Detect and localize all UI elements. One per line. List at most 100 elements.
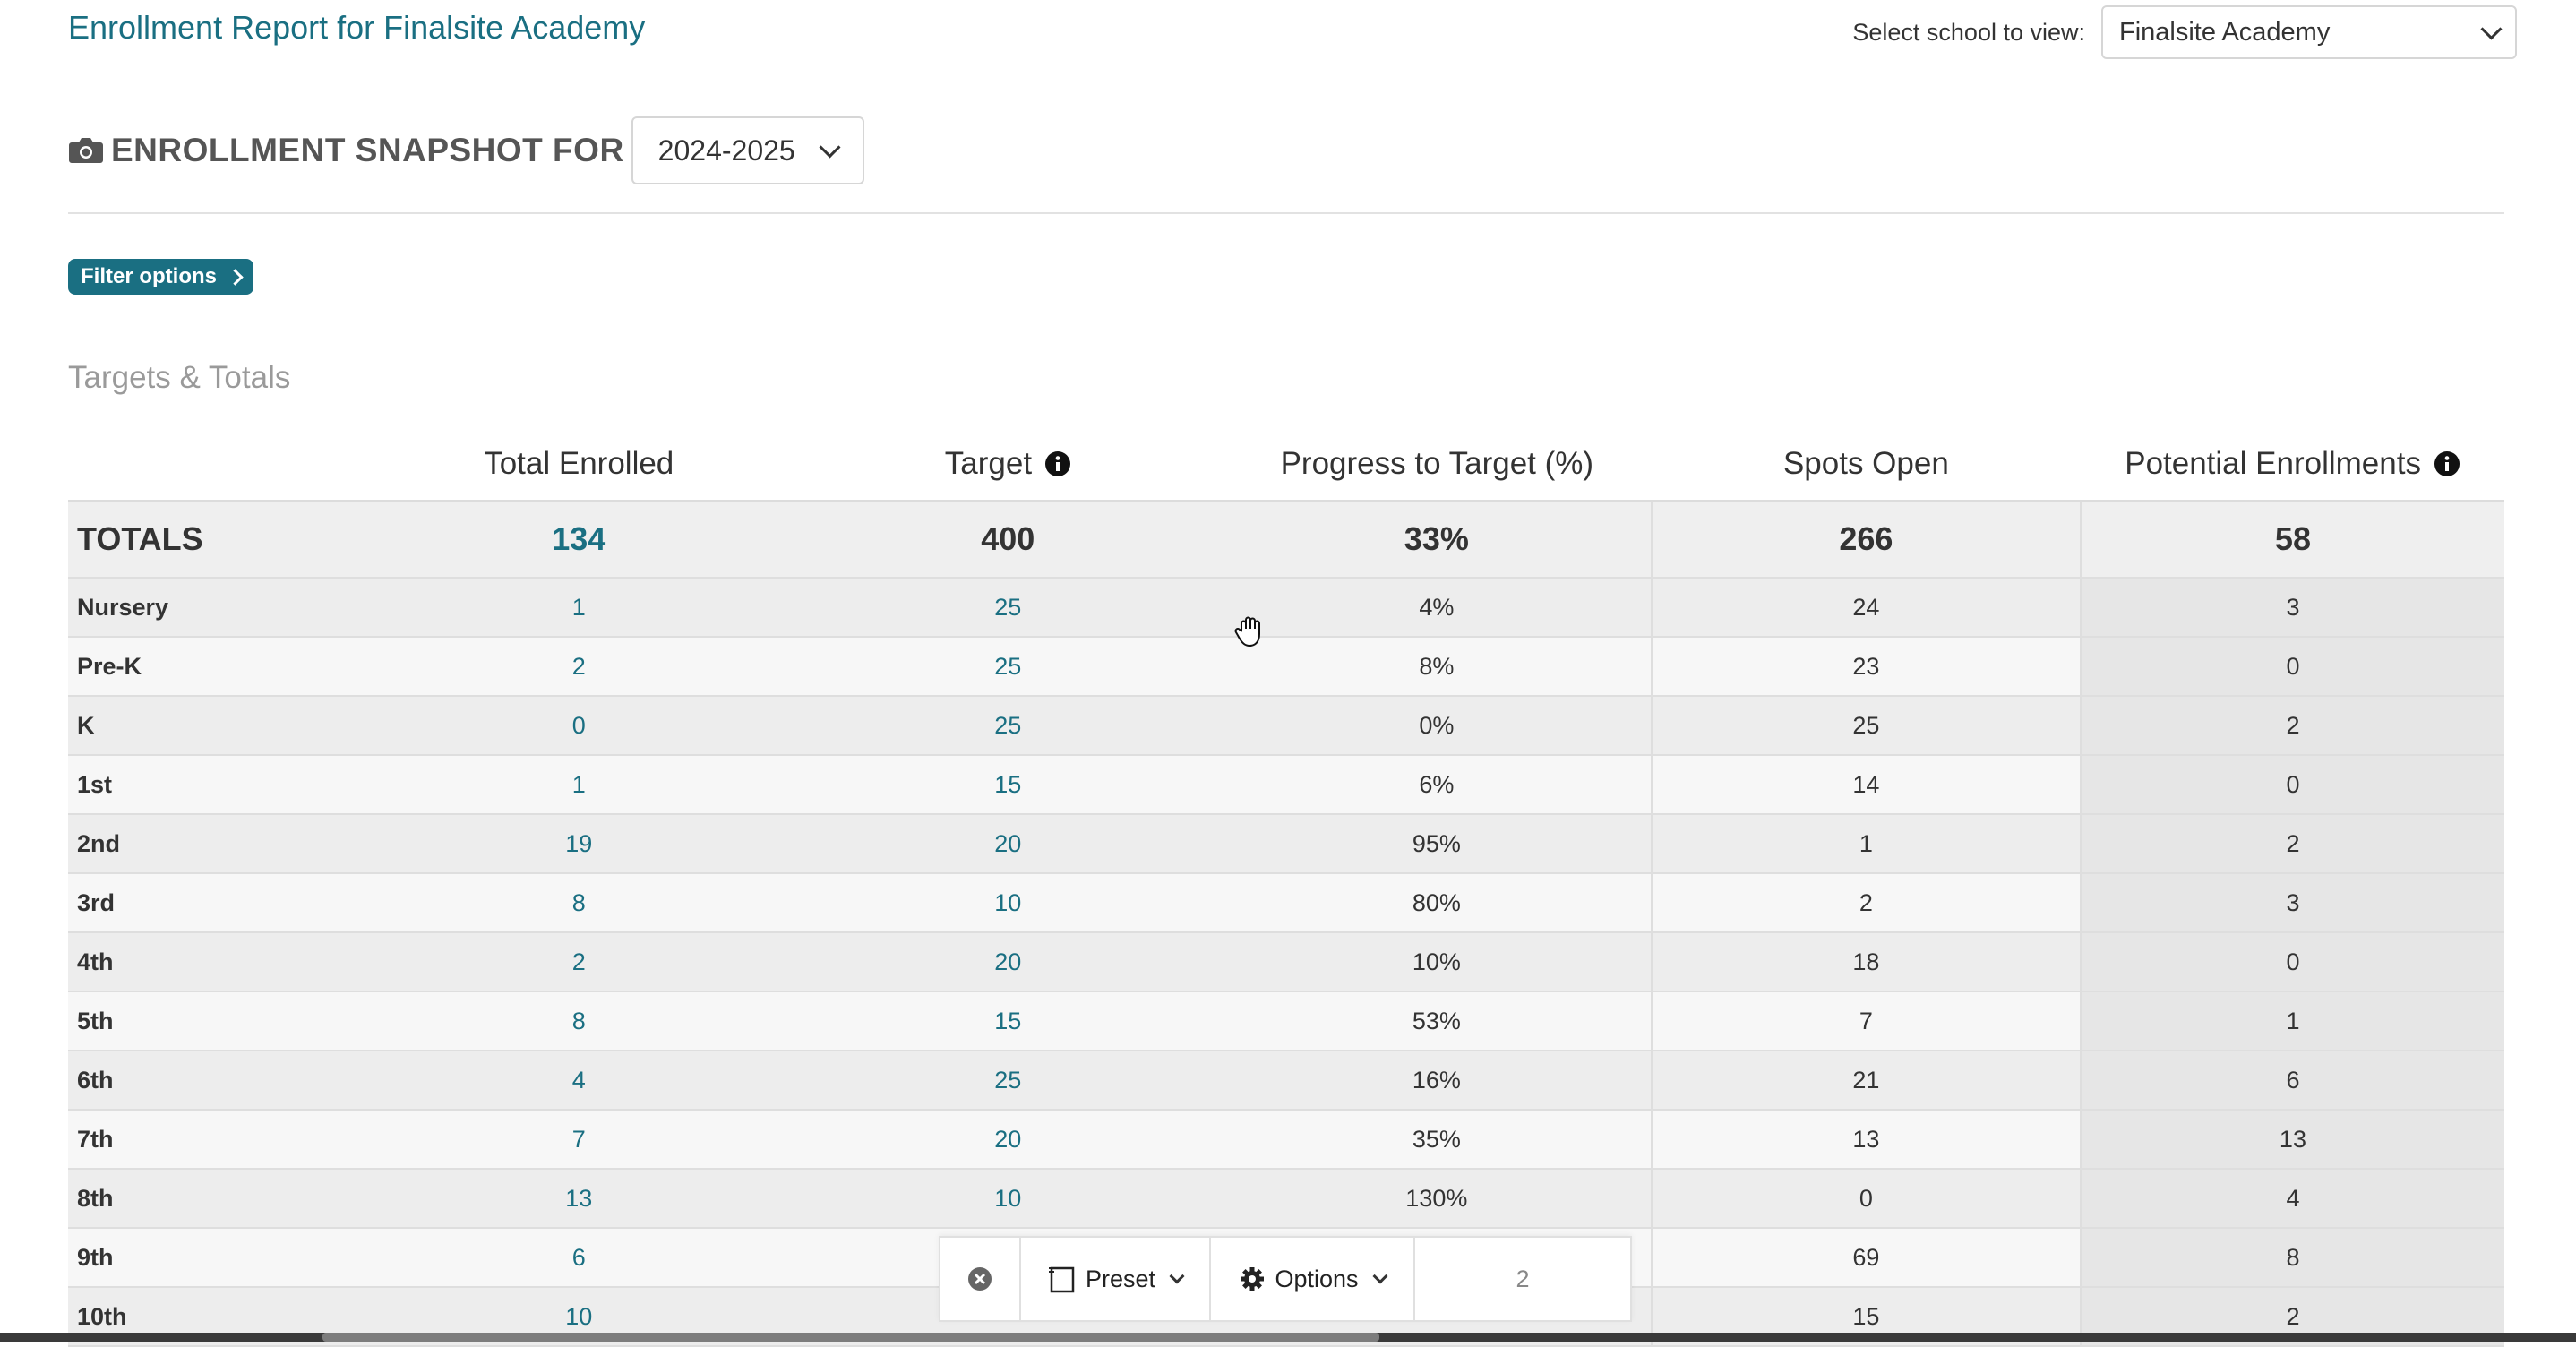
gear-icon	[1241, 1267, 1265, 1291]
table-row: 8th 13 10 130% 0 4	[68, 1169, 2504, 1229]
table-row: 7th 7 20 35% 13 13	[68, 1110, 2504, 1170]
row-target[interactable]: 25	[793, 1051, 1223, 1111]
filter-options-label: Filter options	[81, 264, 217, 288]
row-spots-open: 18	[1650, 932, 2081, 992]
row-grade-label: 8th	[68, 1169, 365, 1229]
table-row: 4th 2 20 10% 18 0	[68, 932, 2504, 992]
snapshot-header: ENROLLMENT SNAPSHOT FOR 2024-2025	[68, 116, 864, 184]
row-enrolled[interactable]: 6	[364, 1228, 794, 1288]
row-progress: 10%	[1222, 932, 1652, 992]
row-potential: 1	[2079, 991, 2504, 1051]
row-target[interactable]: 25	[793, 696, 1223, 756]
school-select[interactable]: Finalsite Academy	[2101, 5, 2517, 59]
row-spots-open: 0	[1650, 1169, 2081, 1229]
row-target[interactable]: 15	[793, 991, 1223, 1051]
row-spots-open: 24	[1650, 578, 2081, 638]
row-enrolled[interactable]: 8	[364, 991, 794, 1051]
row-spots-open: 69	[1650, 1228, 2081, 1288]
totals-row: TOTALS 134 400 33% 266 58	[68, 501, 2504, 579]
row-potential: 4	[2079, 1169, 2504, 1229]
header-total-enrolled: Total Enrolled	[364, 428, 794, 502]
row-spots-open: 1	[1650, 814, 2081, 874]
table-header-row: Total Enrolled Target Progress to Target…	[68, 428, 2504, 502]
year-select[interactable]: 2024-2025	[631, 116, 864, 184]
table-row: 1st 1 15 6% 14 0	[68, 755, 2504, 815]
row-spots-open: 13	[1650, 1110, 2081, 1170]
row-grade-label: 3rd	[68, 873, 365, 933]
preset-label: Preset	[1085, 1265, 1156, 1292]
row-spots-open: 7	[1650, 991, 2081, 1051]
row-grade-label: 2nd	[68, 814, 365, 874]
chevron-down-icon	[819, 135, 841, 159]
row-enrolled[interactable]: 1	[364, 755, 794, 815]
row-enrolled[interactable]: 19	[364, 814, 794, 874]
row-spots-open: 2	[1650, 873, 2081, 933]
header-spots-open: Spots Open	[1651, 428, 2081, 502]
row-target[interactable]: 25	[793, 578, 1223, 638]
header-blank	[68, 428, 365, 502]
row-enrolled[interactable]: 7	[364, 1110, 794, 1170]
row-enrolled[interactable]: 0	[364, 696, 794, 756]
row-enrolled[interactable]: 1	[364, 578, 794, 638]
row-target[interactable]: 20	[793, 814, 1223, 874]
preset-button[interactable]: Preset	[1021, 1238, 1211, 1320]
row-potential: 3	[2079, 873, 2504, 933]
row-spots-open: 23	[1650, 637, 2081, 697]
bottom-toolbar: Preset Options 2	[939, 1236, 1632, 1322]
totals-target: 400	[793, 501, 1223, 579]
totals-label: TOTALS	[68, 501, 365, 579]
row-potential: 0	[2079, 932, 2504, 992]
row-progress: 95%	[1222, 814, 1652, 874]
table-row: Nursery 1 25 4% 24 3	[68, 578, 2504, 638]
row-grade-label: Pre-K	[68, 637, 365, 697]
row-enrolled[interactable]: 2	[364, 637, 794, 697]
row-grade-label: 4th	[68, 932, 365, 992]
snapshot-label: ENROLLMENT SNAPSHOT FOR	[111, 132, 624, 168]
row-progress: 4%	[1222, 578, 1652, 638]
camera-icon	[69, 138, 103, 163]
row-target[interactable]: 20	[793, 932, 1223, 992]
school-select-label: Select school to view:	[1852, 18, 2085, 46]
row-enrolled[interactable]: 2	[364, 932, 794, 992]
totals-enrolled[interactable]: 134	[364, 501, 794, 579]
row-target[interactable]: 20	[793, 1110, 1223, 1170]
totals-spots: 266	[1650, 501, 2081, 579]
row-grade-label: 9th	[68, 1228, 365, 1288]
row-spots-open: 21	[1650, 1051, 2081, 1111]
toolbar-close-button[interactable]	[940, 1238, 1021, 1320]
row-progress: 80%	[1222, 873, 1652, 933]
horizontal-scrollbar[interactable]	[0, 1333, 2576, 1342]
options-label: Options	[1275, 1265, 1359, 1292]
row-grade-label: 1st	[68, 755, 365, 815]
row-target[interactable]: 10	[793, 873, 1223, 933]
row-progress: 16%	[1222, 1051, 1652, 1111]
row-target[interactable]: 15	[793, 755, 1223, 815]
row-grade-label: Nursery	[68, 578, 365, 638]
table-row: 3rd 8 10 80% 2 3	[68, 873, 2504, 933]
school-selector: Select school to view: Finalsite Academy	[1852, 5, 2517, 59]
row-target[interactable]: 10	[793, 1169, 1223, 1229]
targets-totals-table: Total Enrolled Target Progress to Target…	[68, 428, 2504, 1347]
row-enrolled[interactable]: 8	[364, 873, 794, 933]
header-target: Target	[793, 428, 1223, 502]
row-spots-open: 14	[1650, 755, 2081, 815]
row-progress: 130%	[1222, 1169, 1652, 1229]
row-progress: 0%	[1222, 696, 1652, 756]
totals-progress: 33%	[1222, 501, 1652, 579]
info-icon[interactable]	[1044, 450, 1071, 477]
row-enrolled[interactable]: 4	[364, 1051, 794, 1111]
chevron-down-icon	[1169, 1268, 1185, 1284]
row-grade-label: K	[68, 696, 365, 756]
info-icon[interactable]	[2434, 450, 2460, 477]
row-enrolled[interactable]: 13	[364, 1169, 794, 1229]
filter-options-button[interactable]: Filter options	[68, 259, 253, 295]
chevron-right-icon	[227, 268, 244, 286]
table-row: 5th 8 15 53% 7 1	[68, 991, 2504, 1051]
row-potential: 3	[2079, 578, 2504, 638]
row-potential: 8	[2079, 1228, 2504, 1288]
row-potential: 13	[2079, 1110, 2504, 1170]
row-target[interactable]: 25	[793, 637, 1223, 697]
page-title: Enrollment Report for Finalsite Academy	[68, 9, 646, 46]
scrollbar-thumb[interactable]	[322, 1333, 1379, 1342]
options-button[interactable]: Options	[1211, 1238, 1415, 1320]
